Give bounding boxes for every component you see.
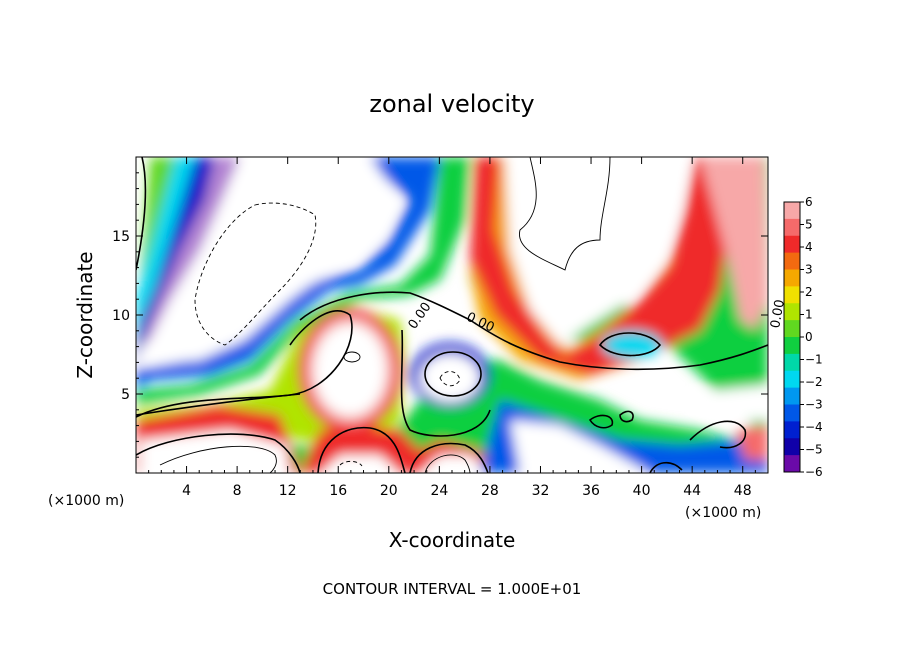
x-unit-label: (×1000 m) — [48, 493, 124, 509]
x-tick-label: 24 — [430, 483, 448, 499]
x-tick-label: 44 — [683, 483, 701, 499]
x-tick-label: 16 — [329, 483, 347, 499]
colorbar-label: 0 — [805, 330, 813, 344]
x-axis-label: X-coordinate — [389, 528, 516, 552]
x-tick-label: 32 — [532, 483, 550, 499]
colorbar-label: −2 — [805, 375, 823, 389]
y-axis-label: Z-coordinate — [73, 251, 97, 378]
x-tick-label: 36 — [582, 483, 600, 499]
colorbar-swatch — [784, 286, 800, 304]
y-tick-label: 10 — [112, 308, 130, 324]
colorbar-swatch — [784, 303, 800, 321]
colorbar-swatch — [784, 370, 800, 389]
colorbar-label: 1 — [805, 308, 813, 322]
colorbar-swatch — [784, 269, 800, 287]
colorbar-swatch — [784, 337, 800, 355]
x-tick-label: 8 — [233, 483, 242, 499]
colorbar-label: 5 — [805, 218, 813, 232]
y-tick-label: 15 — [112, 229, 130, 245]
colorbar-label: 3 — [805, 263, 813, 277]
colorbar-swatch — [784, 404, 800, 422]
contour-label: 0.00 — [768, 298, 788, 329]
colorbar-label: −6 — [805, 465, 823, 479]
velocity-field — [136, 157, 768, 473]
colorbar-swatch — [784, 252, 800, 270]
colorbar-label: −1 — [805, 353, 823, 367]
x-tick-label: 12 — [279, 483, 297, 499]
colorbar-label: −4 — [805, 420, 823, 434]
colorbar-swatch — [784, 235, 800, 254]
colorbar-swatch — [784, 387, 800, 405]
x-unit-label-right: (×1000 m) — [685, 505, 761, 521]
chart-title: zonal velocity — [369, 90, 534, 118]
colorbar-label: 6 — [805, 195, 813, 209]
colorbar-swatch — [784, 438, 800, 456]
x-tick-label: 20 — [380, 483, 398, 499]
colorbar-swatch — [784, 455, 800, 473]
colorbar-label: −3 — [805, 398, 823, 412]
contour-interval-note: CONTOUR INTERVAL = 1.000E+01 — [323, 580, 582, 598]
x-tick-label: 40 — [633, 483, 651, 499]
x-axis: 4 8 12 16 20 24 28 32 36 40 44 48 — [148, 157, 756, 499]
colorbar-swatch — [784, 320, 800, 338]
colorbar-label: −5 — [805, 443, 823, 457]
y-tick-label: 5 — [121, 387, 130, 403]
colorbar-swatch — [784, 421, 800, 439]
colorbar-label: 2 — [805, 285, 813, 299]
colorbar-swatch — [784, 218, 800, 237]
y-axis: 5 10 15 — [112, 172, 768, 458]
colorbar: 6 5 4 3 2 1 0 −1 −2 −3 −4 −5 −6 — [783, 195, 823, 479]
x-tick-label: 4 — [182, 483, 191, 499]
colorbar-label: 4 — [805, 240, 813, 254]
colorbar-swatch — [784, 353, 800, 372]
x-tick-label: 48 — [734, 483, 752, 499]
colorbar-swatch — [784, 202, 800, 220]
x-tick-label: 28 — [481, 483, 499, 499]
